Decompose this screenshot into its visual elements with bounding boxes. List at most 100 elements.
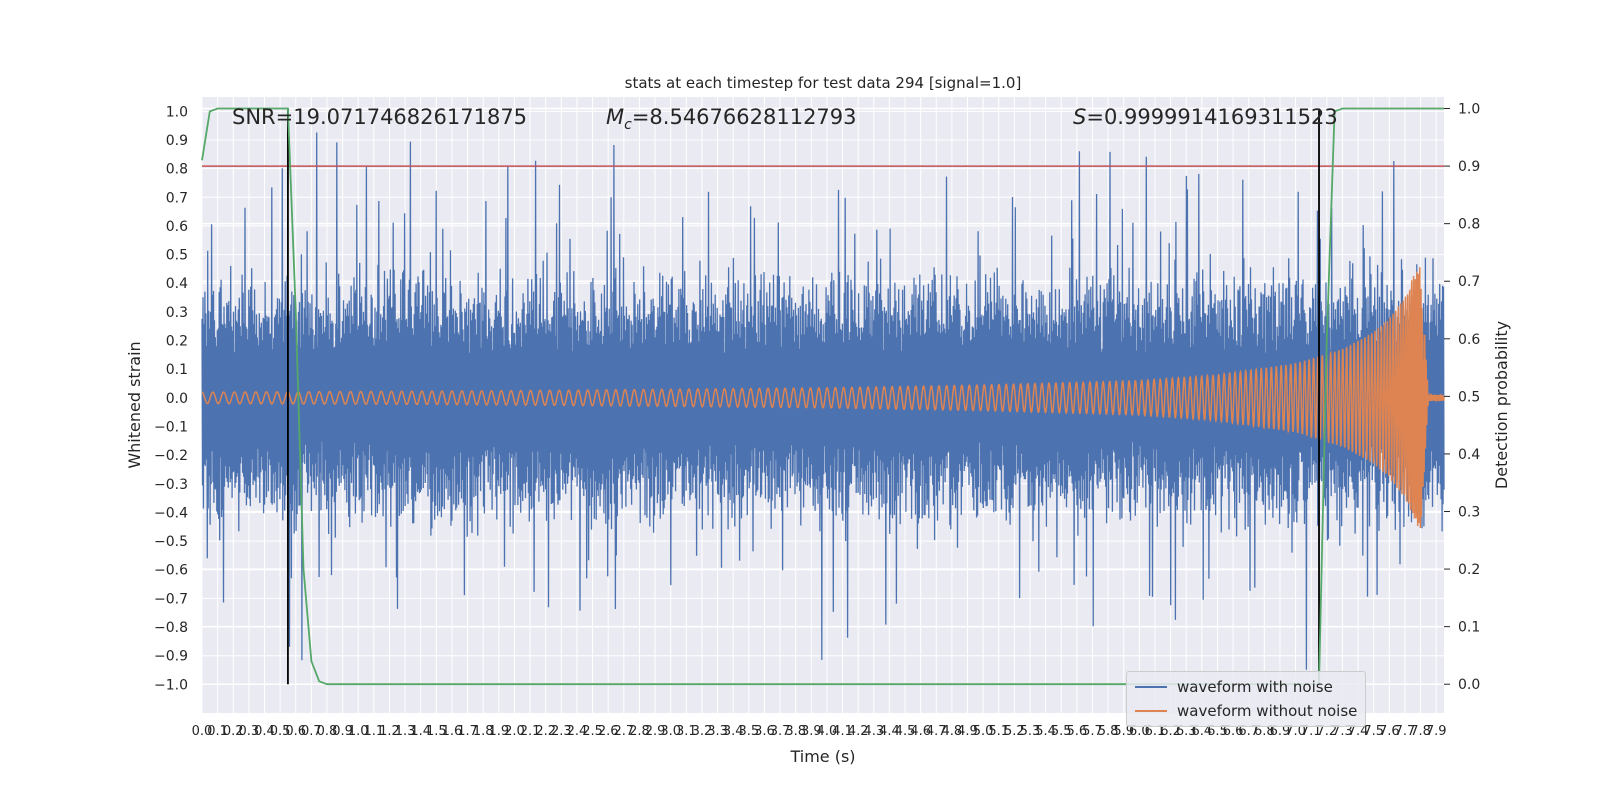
series-waveform-with-noise: [201, 132, 1445, 670]
x-tick-label: 3.2: [692, 724, 713, 739]
x-tick-label: 3.0: [660, 724, 681, 739]
x-tick-label: 0.0: [192, 724, 213, 739]
x-tick-label: 2.0: [504, 724, 525, 739]
score-symbol: S: [1073, 105, 1086, 129]
x-tick-label: 7.8: [1410, 724, 1431, 739]
x-tick-label: 0.1: [207, 724, 228, 739]
y-tick-label-left: −0.9: [154, 649, 188, 665]
y-tick-label-right: 0.7: [1458, 274, 1480, 290]
chirp-mass-annotation: Mc=8.54676628112793: [606, 105, 857, 133]
x-tick-label: 7.2: [1316, 724, 1337, 739]
x-tick-label: 2.2: [535, 724, 556, 739]
x-tick-label: 6.3: [1176, 724, 1197, 739]
x-tick-label: 1.1: [364, 724, 385, 739]
score-annotation: S=0.9999914169311523: [1073, 105, 1338, 129]
y-tick-label-left: 0.5: [166, 248, 188, 264]
x-tick-label: 4.8: [942, 724, 963, 739]
y-tick-label-left: 0.4: [166, 276, 188, 292]
x-tick-label: 6.8: [1254, 724, 1275, 739]
x-tick-label: 5.4: [1035, 724, 1056, 739]
x-tick-label: 2.4: [567, 724, 588, 739]
x-tick-label: 3.4: [723, 724, 744, 739]
y-tick-label-right: 0.5: [1458, 389, 1480, 405]
y-tick-label-left: 0.6: [166, 219, 188, 235]
y-tick-label-left: 0.8: [166, 162, 188, 178]
x-tick-label: 1.3: [395, 724, 416, 739]
x-tick-label: 7.0: [1285, 724, 1306, 739]
x-tick-label: 3.5: [738, 724, 759, 739]
x-tick-label: 6.1: [1145, 724, 1166, 739]
chirp-mass-subscript: c: [624, 117, 632, 133]
y-tick-label-left: 0.3: [166, 305, 188, 321]
x-tick-label: 0.3: [239, 724, 260, 739]
legend-item-noisy: waveform with noise: [1135, 677, 1333, 697]
y-tick-label-left: 0.1: [166, 362, 188, 378]
x-tick-label: 0.5: [270, 724, 291, 739]
legend-label-clean: waveform without noise: [1177, 702, 1358, 720]
x-tick-label: 3.8: [785, 724, 806, 739]
detection-probability-line: [201, 107, 1444, 686]
legend: waveform with noise waveform without noi…: [1126, 671, 1366, 727]
x-tick-label: 0.4: [254, 724, 275, 739]
x-tick-label: 3.6: [754, 724, 775, 739]
x-tick-label: 0.8: [317, 724, 338, 739]
chirp-mass-symbol: M: [606, 105, 624, 129]
y-tick-label-left: −0.3: [154, 477, 188, 493]
legend-item-clean: waveform without noise: [1135, 701, 1357, 721]
x-tick-label: 0.9: [332, 724, 353, 739]
y-tick-label-right: 0.9: [1458, 159, 1480, 175]
y-tick-label-left: 1.0: [166, 104, 188, 120]
y-tick-label-right: 1.0: [1458, 102, 1480, 118]
x-tick-label: 4.1: [832, 724, 853, 739]
chart-title: stats at each timestep for test data 294…: [625, 74, 1022, 92]
x-tick-label: 7.5: [1363, 724, 1384, 739]
x-tick-label: 2.9: [645, 724, 666, 739]
x-tick-label: 1.9: [488, 724, 509, 739]
x-tick-label: 7.6: [1379, 724, 1400, 739]
noisy-waveform-line: [201, 132, 1445, 670]
y-tick-label-left: −0.8: [154, 620, 188, 636]
y-tick-label-left: −0.5: [154, 534, 188, 550]
y-tick-label-left: −0.2: [154, 448, 188, 464]
x-tick-label: 1.8: [473, 724, 494, 739]
x-tick-label: 4.2: [848, 724, 869, 739]
detection-overlay: [201, 107, 1444, 686]
y-tick-label-right: 0.8: [1458, 217, 1480, 233]
x-tick-label: 1.4: [410, 724, 431, 739]
snr-annotation: SNR=19.071746826171875: [232, 105, 527, 129]
y-tick-label-left: −0.7: [154, 591, 188, 607]
x-tick-label: 1.7: [457, 724, 478, 739]
x-tick-label: 4.0: [817, 724, 838, 739]
x-tick-label: 5.7: [1082, 724, 1103, 739]
x-tick-label: 2.7: [613, 724, 634, 739]
x-tick-label: 0.7: [301, 724, 322, 739]
x-tick-label: 0.6: [285, 724, 306, 739]
y-tick-label-left: 0.7: [166, 190, 188, 206]
y-tick-label-left: −0.6: [154, 563, 188, 579]
x-tick-label: 5.2: [1004, 724, 1025, 739]
x-tick-label: 5.6: [1067, 724, 1088, 739]
x-tick-label: 7.7: [1395, 724, 1416, 739]
y-tick-label-left: 0.9: [166, 133, 188, 149]
x-tick-label: 5.1: [988, 724, 1009, 739]
x-tick-label: 7.1: [1301, 724, 1322, 739]
x-tick-label: 7.9: [1426, 724, 1447, 739]
y-tick-label-right: 0.3: [1458, 505, 1480, 521]
y-axis-label-left: Whitened strain: [125, 341, 144, 468]
legend-swatch-noisy: [1135, 686, 1167, 688]
y-tick-label-right: 0.0: [1458, 677, 1480, 693]
x-tick-label: 1.6: [442, 724, 463, 739]
y-tick-label-left: −0.1: [154, 419, 188, 435]
x-tick-label: 1.5: [426, 724, 447, 739]
x-tick-label: 6.9: [1270, 724, 1291, 739]
x-tick-label: 0.2: [223, 724, 244, 739]
y-tick-label-left: −1.0: [154, 677, 188, 693]
x-tick-label: 4.4: [879, 724, 900, 739]
y-tick-label-left: −0.4: [154, 505, 188, 521]
x-tick-label: 2.6: [598, 724, 619, 739]
x-tick-label: 3.7: [770, 724, 791, 739]
series-waveform-without-noise: [201, 267, 1445, 529]
y-tick-label-left: 0.2: [166, 334, 188, 350]
y-tick-label-right: 0.4: [1458, 447, 1480, 463]
